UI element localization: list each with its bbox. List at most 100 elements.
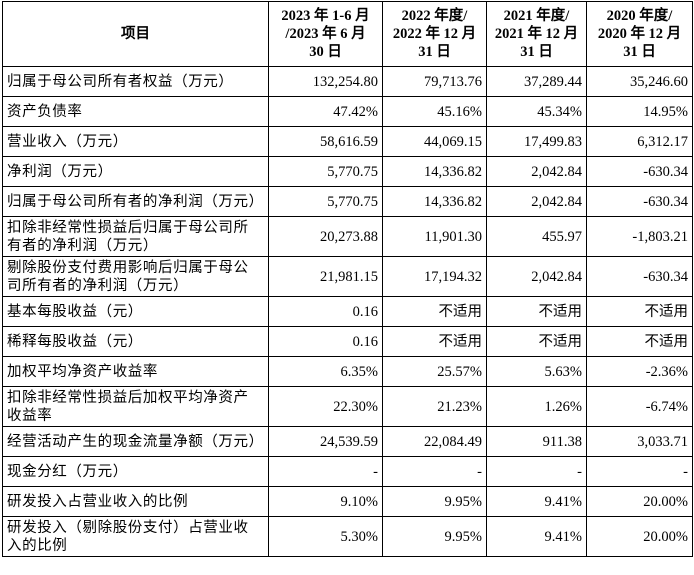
header-line: 2023 年 1-6 月 — [281, 8, 370, 24]
value-cell: 0.16 — [268, 326, 383, 357]
table-row: 经营活动产生的现金流量净额（万元） 24,539.59 22,084.49 911.3… — [2, 426, 693, 457]
table-row: 研发投入（剔除股份支付）占营业收 入的比例 5.30% 9.95% 9.41% 20.00… — [2, 516, 693, 557]
value-cell: 35,246.60 — [586, 66, 693, 97]
value-cell: -630.34 — [586, 156, 693, 187]
row-label: 扣除非经常性损益后归属于母公司所 有者的净利润（万元） — [2, 216, 269, 257]
label-line: 研发投入（剔除股份支付）占营业收 — [7, 519, 249, 536]
row-label: 净利润（万元） — [2, 156, 269, 187]
value-cell: 455.97 — [486, 216, 587, 257]
header-line: 31 日 — [520, 44, 553, 60]
value-cell: 9.95% — [382, 516, 487, 557]
label-line: 现金分红（万元） — [7, 463, 128, 480]
value-cell: 37,289.44 — [486, 66, 587, 97]
header-line: 2022 年度/ — [401, 8, 468, 24]
header-line: 2021 年 12 月 — [494, 26, 579, 42]
financial-table: 项目 2023 年 1-6 月/2023 年 6 月 30 日 2022 年度/202… — [2, 1, 693, 557]
table-row: 扣除非经常性损益后加权平均净资产 收益率 22.30% 21.23% 1.26% -6.7… — [2, 386, 693, 427]
table-row: 研发投入占营业收入的比例 9.10% 9.95% 9.41% 20.00% — [2, 486, 693, 517]
value-cell: 9.95% — [382, 486, 487, 517]
table-row: 加权平均净资产收益率 6.35% 25.57% 5.63% -2.36% — [2, 356, 693, 387]
value-cell: - — [268, 456, 383, 487]
header-line: 31 日 — [623, 44, 656, 60]
row-label: 归属于母公司所有者的净利润（万元） — [2, 186, 269, 217]
label-line: 归属于母公司所有者的净利润（万元） — [7, 193, 264, 210]
row-label: 营业收入（万元） — [2, 126, 269, 157]
row-label: 加权平均净资产收益率 — [2, 356, 269, 387]
value-cell: 79,713.76 — [382, 66, 487, 97]
value-cell: 9.41% — [486, 516, 587, 557]
label-line: 扣除非经常性损益后加权平均净资产 — [7, 389, 249, 406]
value-cell: 不适用 — [382, 296, 487, 327]
value-cell: 11,901.30 — [382, 216, 487, 257]
value-cell: 不适用 — [586, 296, 693, 327]
table-body: 归属于母公司所有者权益（万元） 132,254.80 79,713.76 37,289… — [2, 66, 693, 557]
value-cell: 22,084.49 — [382, 426, 487, 457]
value-cell: 9.10% — [268, 486, 383, 517]
table-row: 归属于母公司所有者权益（万元） 132,254.80 79,713.76 37,289… — [2, 66, 693, 97]
row-label: 稀释每股收益（元） — [2, 326, 269, 357]
value-cell: 2,042.84 — [486, 186, 587, 217]
value-cell: 不适用 — [382, 326, 487, 357]
row-label: 归属于母公司所有者权益（万元） — [2, 66, 269, 97]
row-label: 基本每股收益（元） — [2, 296, 269, 327]
header-cell: 2023 年 1-6 月/2023 年 6 月 30 日 — [268, 1, 383, 67]
label-line: 基本每股收益（元） — [7, 303, 143, 320]
header-line: /2023 年 6 月 — [285, 26, 366, 42]
value-cell: -1,803.21 — [586, 216, 693, 257]
header-cell: 2022 年度/2022 年 12 月 31 日 — [382, 1, 487, 67]
label-line: 收益率 — [7, 407, 53, 424]
value-cell: 17,194.32 — [382, 256, 487, 297]
value-cell: 911.38 — [486, 426, 587, 457]
label-line: 入的比例 — [7, 537, 68, 554]
value-cell: 58,616.59 — [268, 126, 383, 157]
value-cell: 不适用 — [486, 326, 587, 357]
table-row: 营业收入（万元） 58,616.59 44,069.15 17,499.83 6,312… — [2, 126, 693, 157]
value-cell: 25.57% — [382, 356, 487, 387]
value-cell: 5,770.75 — [268, 186, 383, 217]
table-row: 剔除股份支付费用影响后归属于母公 司所有者的净利润（万元） 21,981.15 17,… — [2, 256, 693, 297]
table-row: 归属于母公司所有者的净利润（万元） 5,770.75 14,336.82 2,042.… — [2, 186, 693, 217]
value-cell: 9.41% — [486, 486, 587, 517]
value-cell: 20.00% — [586, 486, 693, 517]
value-cell: 6,312.17 — [586, 126, 693, 157]
header-cell: 2020 年度/2020 年 12 月 31 日 — [586, 1, 693, 67]
value-cell: 6.35% — [268, 356, 383, 387]
value-cell: 5.63% — [486, 356, 587, 387]
value-cell: 22.30% — [268, 386, 383, 427]
value-cell: 5.30% — [268, 516, 383, 557]
value-cell: 45.34% — [486, 96, 587, 127]
value-cell: -6.74% — [586, 386, 693, 427]
value-cell: 24,539.59 — [268, 426, 383, 457]
value-cell: 47.42% — [268, 96, 383, 127]
label-line: 净利润（万元） — [7, 163, 113, 180]
value-cell: 3,033.71 — [586, 426, 693, 457]
value-cell: 不适用 — [486, 296, 587, 327]
table-row: 现金分红（万元） - - - - — [2, 456, 693, 487]
header-line: 2020 年 12 月 — [597, 26, 682, 42]
label-line: 扣除非经常性损益后归属于母公司所 — [7, 219, 249, 236]
header-row: 项目 2023 年 1-6 月/2023 年 6 月 30 日 2022 年度/202… — [2, 1, 693, 67]
header-line: 30 日 — [309, 44, 342, 60]
row-label: 经营活动产生的现金流量净额（万元） — [2, 426, 269, 457]
value-cell: 14,336.82 — [382, 186, 487, 217]
value-cell: 0.16 — [268, 296, 383, 327]
header-cell: 2021 年度/2021 年 12 月 31 日 — [486, 1, 587, 67]
label-line: 归属于母公司所有者权益（万元） — [7, 73, 234, 90]
value-cell: -630.34 — [586, 256, 693, 297]
value-cell: - — [586, 456, 693, 487]
value-cell: 20,273.88 — [268, 216, 383, 257]
value-cell: 45.16% — [382, 96, 487, 127]
table-row: 资产负债率 47.42% 45.16% 45.34% 14.95% — [2, 96, 693, 127]
row-label: 研发投入（剔除股份支付）占营业收 入的比例 — [2, 516, 269, 557]
value-cell: 17,499.83 — [486, 126, 587, 157]
value-cell: 2,042.84 — [486, 156, 587, 187]
label-line: 加权平均净资产收益率 — [7, 363, 158, 380]
label-line: 营业收入（万元） — [7, 133, 128, 150]
label-line: 资产负债率 — [7, 103, 83, 120]
table-row: 稀释每股收益（元） 0.16 不适用 不适用 不适用 — [2, 326, 693, 357]
table-row: 净利润（万元） 5,770.75 14,336.82 2,042.84 -630.34 — [2, 156, 693, 187]
value-cell: -630.34 — [586, 186, 693, 217]
table-row: 基本每股收益（元） 0.16 不适用 不适用 不适用 — [2, 296, 693, 327]
label-line: 稀释每股收益（元） — [7, 333, 143, 350]
